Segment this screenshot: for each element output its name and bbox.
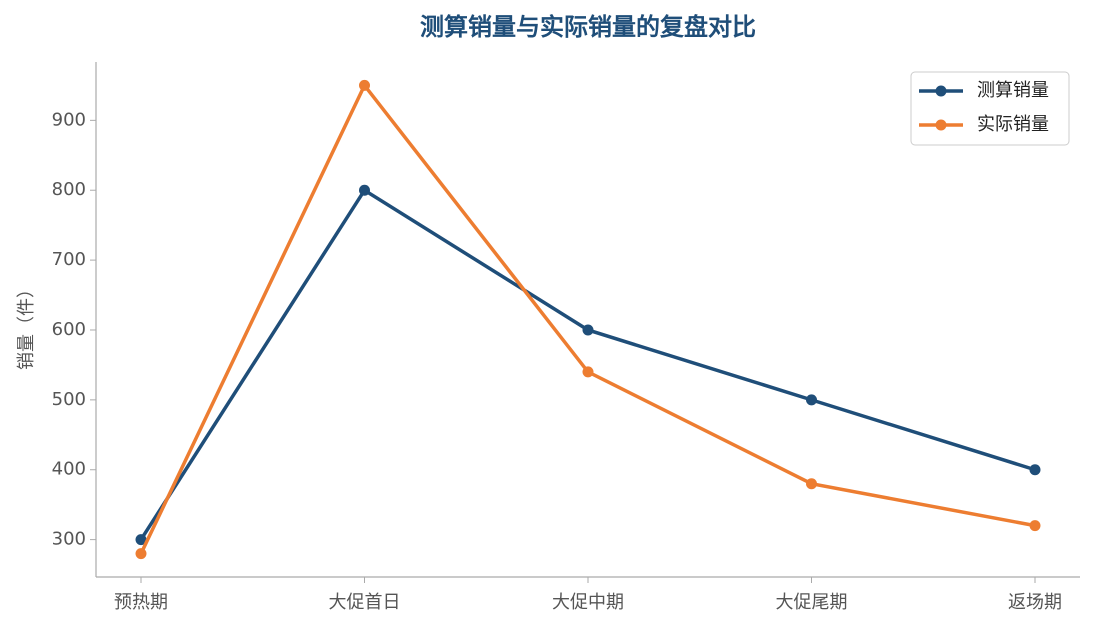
point xyxy=(1029,464,1041,476)
y-tick-label: 800 xyxy=(52,179,86,200)
x-tick-label: 预热期 xyxy=(114,592,168,613)
y-tick-label: 300 xyxy=(52,529,86,550)
legend-label: 测算销量 xyxy=(977,80,1049,101)
x-tick-label: 大促尾期 xyxy=(776,592,848,613)
legend-marker xyxy=(935,85,947,97)
y-tick-label: 900 xyxy=(52,109,86,130)
point xyxy=(806,394,817,406)
y-tick-label: 500 xyxy=(52,389,86,410)
point xyxy=(1029,520,1041,532)
series-line xyxy=(139,187,1036,541)
point xyxy=(806,478,817,490)
point xyxy=(582,366,594,378)
legend-marker xyxy=(935,119,947,131)
point xyxy=(359,79,370,91)
point xyxy=(359,184,370,196)
chart-title: 测算销量与实际销量的复盘对比 xyxy=(420,13,756,41)
y-tick-label: 700 xyxy=(52,249,86,270)
y-tick-label: 600 xyxy=(52,319,86,340)
x-tick-label: 大促首日 xyxy=(329,592,401,613)
x-tick-label: 返场期 xyxy=(1008,592,1062,613)
point xyxy=(135,548,147,560)
x-tick-label: 大促中期 xyxy=(552,592,624,613)
series-line xyxy=(139,82,1036,555)
y-axis-label: 销量（件） xyxy=(16,280,37,370)
point xyxy=(582,324,594,336)
y-tick-label: 400 xyxy=(52,459,86,480)
point xyxy=(135,534,147,546)
legend-label: 实际销量 xyxy=(977,114,1049,135)
